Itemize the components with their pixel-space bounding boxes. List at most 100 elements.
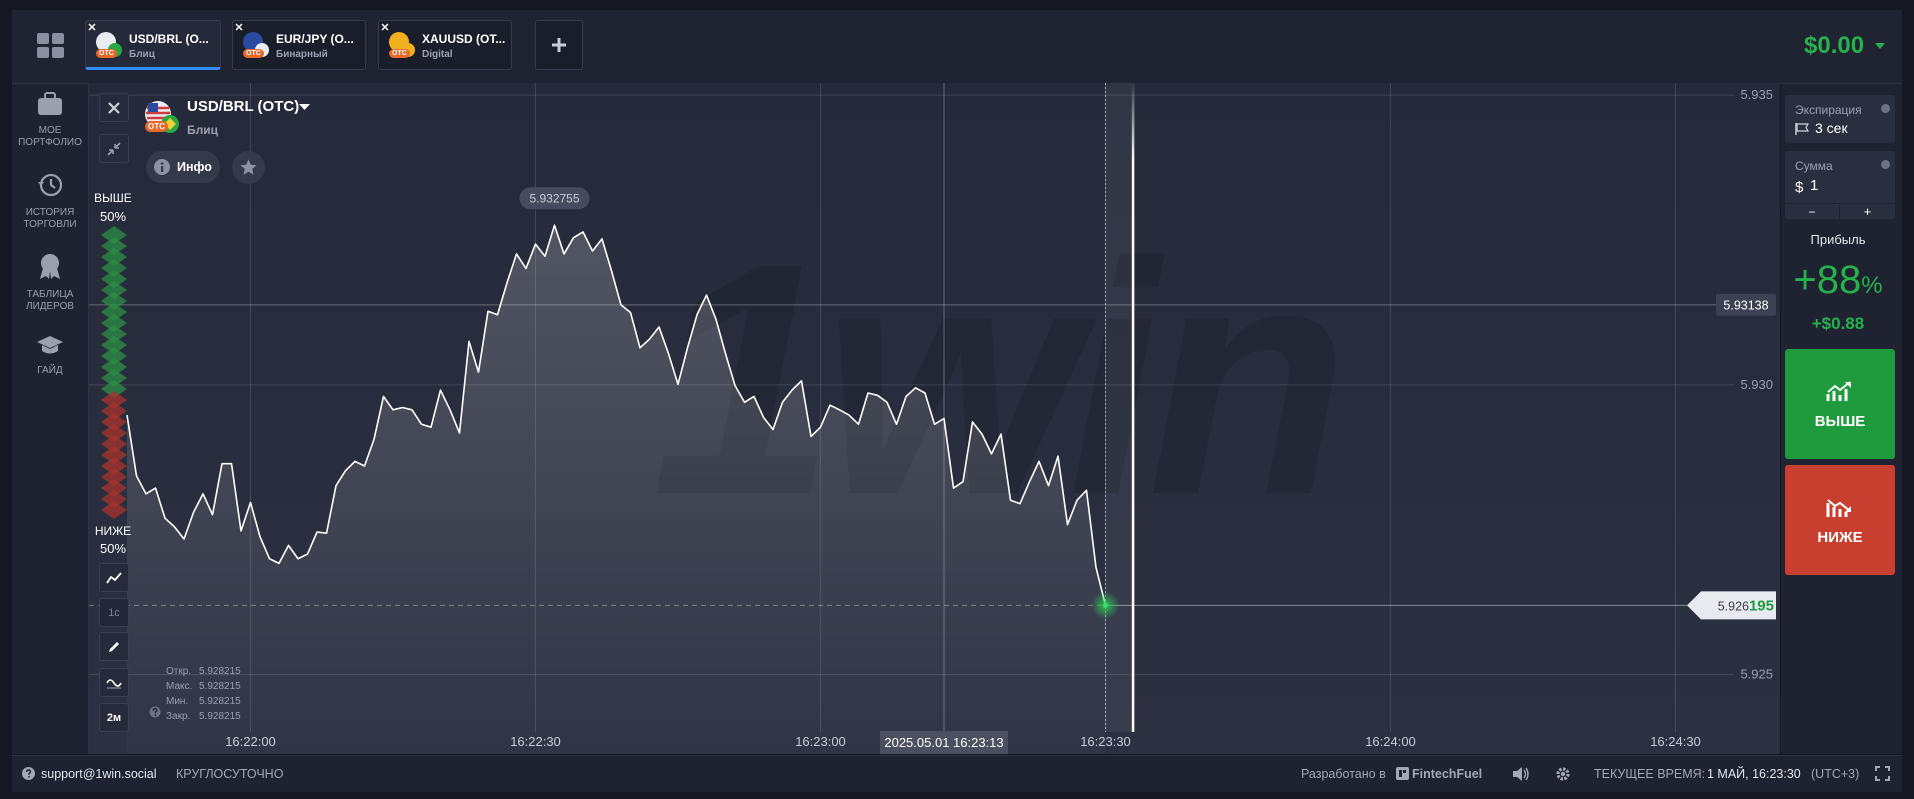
support-icon — [22, 767, 35, 780]
minus-button[interactable]: − — [1785, 205, 1840, 219]
collapse-icon — [107, 141, 121, 156]
expiration-label: Экспирация — [1795, 103, 1862, 117]
info-button[interactable]: Инфо — [146, 151, 220, 183]
asset-tab[interactable]: OTC EUR/JPY (O... Бинарный — [232, 20, 366, 70]
sentiment-bar — [101, 226, 127, 519]
wave-icon — [106, 678, 122, 688]
sentiment-segment — [101, 435, 127, 453]
tab-symbol: USD/BRL (O... — [129, 32, 209, 46]
price-line — [126, 224, 1107, 606]
support-email[interactable]: support@1win.social — [41, 767, 157, 781]
tab-mode: Блиц — [129, 49, 155, 60]
indicator-button[interactable] — [99, 668, 129, 697]
briefcase-icon — [38, 92, 62, 115]
developer-logo — [1396, 767, 1409, 780]
collapse-button[interactable] — [99, 134, 129, 163]
plus-button[interactable]: + — [1863, 204, 1872, 219]
buy-down-button[interactable]: НИЖЕ — [1785, 465, 1895, 575]
close-tab-icon[interactable] — [381, 23, 389, 31]
balance-caret[interactable] — [1875, 43, 1885, 51]
close-chart-button[interactable] — [99, 93, 129, 122]
expiration-value: 3 сек — [1815, 120, 1848, 136]
trade-panel: Экспирация 3 сек Сумма $ 1 − + Прибыль +… — [1781, 84, 1902, 754]
time-label: ТЕКУЩЕЕ ВРЕМЯ: — [1594, 767, 1706, 781]
interval-button[interactable]: 1с — [99, 598, 129, 627]
up-button-label: ВЫШЕ — [1814, 413, 1866, 430]
ohlc-value: 5.928215 — [199, 681, 241, 692]
medal-icon — [40, 254, 60, 279]
tab-symbol: EUR/JPY (O... — [276, 32, 354, 46]
portfolio-item[interactable]: МОЕ ПОРТФОЛИО — [12, 92, 88, 149]
sentiment-segment — [101, 446, 127, 464]
help-icon — [1881, 104, 1890, 113]
ohlc-label: Закр. — [166, 711, 191, 722]
settings-button[interactable] — [1555, 766, 1571, 782]
ohlc-row: Макс. 5.928215 — [166, 681, 241, 692]
guide-item[interactable]: ГАЙД — [12, 334, 88, 377]
asset-badge: OTC — [145, 121, 168, 132]
sentiment-segment — [101, 226, 127, 244]
timezone: (UTC+3) — [1811, 767, 1860, 781]
chart-type-icon — [106, 571, 122, 583]
asset-mode: Блиц — [187, 123, 219, 137]
sentiment-segment — [101, 270, 127, 288]
close-tab-icon[interactable] — [88, 23, 96, 31]
close-cross — [235, 23, 243, 31]
leaders-item[interactable]: ТАБЛИЦА ЛИДЕРОВ — [12, 252, 88, 313]
fullscreen-button[interactable] — [1875, 766, 1890, 781]
timeframe-button[interactable]: 2м — [99, 703, 129, 732]
balance[interactable]: $0.00 — [1804, 32, 1865, 59]
ohlc-label: Макс. — [166, 681, 193, 692]
asset-tab[interactable]: OTC USD/BRL (O... Блиц — [85, 20, 221, 70]
x-tick-label: 16:24:30 — [1650, 734, 1701, 749]
current-price-label: 5.926195 — [1718, 597, 1774, 614]
sentiment-segment — [101, 380, 127, 398]
up-label: ВЫШЕ — [94, 191, 132, 205]
tab-symbol: XAUUSD (OT... — [422, 32, 506, 46]
chart-type-button[interactable] — [99, 563, 129, 592]
sentiment-segment — [101, 413, 127, 431]
asset-caret[interactable] — [299, 104, 310, 112]
max-label: 5.932755 — [529, 191, 579, 205]
expiration-box[interactable]: Экспирация 3 сек — [1785, 95, 1895, 143]
menu-grid-icon[interactable] — [37, 33, 65, 59]
area-shade — [127, 225, 1106, 754]
tab-mode: Digital — [422, 49, 453, 60]
close-cross — [88, 23, 96, 31]
asset-name[interactable]: USD/BRL (OTC) — [187, 98, 300, 115]
buy-up-button[interactable]: ВЫШЕ — [1785, 349, 1895, 459]
down-button-label: НИЖЕ — [1817, 529, 1863, 546]
top-bar: OTC USD/BRL (O... Блиц OTC EUR/JPY (O... Бина… — [12, 10, 1902, 84]
sentiment-segment — [101, 347, 127, 365]
cap-icon — [37, 336, 63, 354]
flag-icon — [1795, 123, 1810, 135]
sentiment-segment — [101, 358, 127, 376]
sound-button[interactable] — [1512, 766, 1530, 782]
ohlc-value: 5.928215 — [199, 711, 241, 722]
ohlc-row: Откр. 5.928215 — [166, 666, 241, 677]
tab-badge: OTC — [243, 49, 264, 58]
favorite-button[interactable] — [232, 151, 265, 184]
sentiment-segment — [101, 479, 127, 497]
profit-amount: +$0.88 — [1811, 314, 1865, 333]
sentiment-segment — [101, 468, 127, 486]
close-tab-icon[interactable] — [235, 23, 243, 31]
profit-percent-unit: % — [1861, 272, 1883, 299]
asset-tab[interactable]: OTC XAUUSD (OT... Digital — [378, 20, 512, 70]
history-item[interactable]: ИСТОРИЯ ТОРГОВЛИ — [12, 172, 88, 231]
developer-name: FintechFuel — [1412, 767, 1483, 781]
crosshair-time: 2025.05.01 16:23:13 — [884, 735, 1003, 750]
current-price-tag — [1687, 591, 1776, 620]
add-tab-button[interactable] — [535, 20, 583, 70]
down-label: НИЖЕ — [94, 524, 132, 538]
info-icon — [154, 159, 170, 175]
amount-stepper: − + — [1785, 203, 1895, 220]
tab-mode: Бинарный — [276, 49, 328, 60]
down-percent: 50% — [99, 541, 127, 556]
expiration-zone — [1105, 83, 1135, 732]
sentiment-segment — [101, 402, 127, 420]
amount-value: 1 — [1810, 177, 1819, 194]
ohlc-help-icon[interactable] — [149, 706, 161, 718]
amount-box[interactable]: Сумма $ 1 − + — [1785, 151, 1895, 219]
draw-button[interactable] — [99, 632, 129, 661]
